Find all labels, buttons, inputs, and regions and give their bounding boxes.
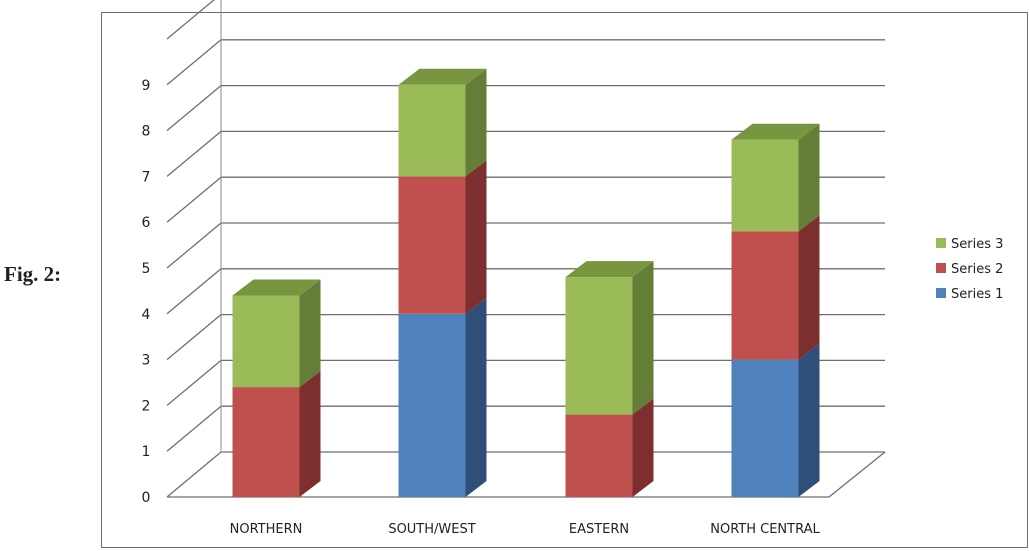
side-gridline-0 — [166, 451, 222, 498]
bar-top-south-west — [398, 68, 487, 85]
y-axis-ticks: 0 1 2 3 4 5 6 7 8 9 — [142, 78, 151, 506]
bar-south-west-series-1 — [398, 313, 466, 497]
legend-swatch-series-1 — [936, 288, 946, 298]
legend-swatch-series-2 — [936, 263, 946, 273]
bar-northern-series-3 — [232, 295, 300, 388]
side-gridline-8 — [166, 85, 222, 132]
bar-side-north-central-series-3 — [798, 123, 820, 232]
y-tick-label-2: 2 — [142, 398, 151, 414]
bar-side-eastern-series-2 — [632, 398, 654, 497]
side-gridline-3 — [166, 314, 222, 361]
side-gridline-5 — [166, 222, 222, 269]
bar-side-north-central-series-1 — [798, 343, 820, 497]
y-tick-label-7: 7 — [142, 169, 151, 185]
y-tick-label-0: 0 — [142, 490, 151, 506]
bar-side-south-west-series-3 — [465, 68, 487, 177]
y-tick-label-5: 5 — [142, 261, 151, 277]
x-category-label-1: SOUTH/WEST — [388, 522, 475, 537]
bar-side-northern-series-3 — [299, 279, 321, 388]
y-tick-label-6: 6 — [142, 215, 151, 231]
bar-side-eastern-series-3 — [632, 261, 654, 415]
y-tick-label-8: 8 — [142, 124, 151, 140]
legend-swatch-series-3 — [936, 238, 946, 248]
bar-top-north-central — [731, 123, 820, 140]
bar-south-west-series-2 — [398, 176, 466, 314]
x-axis-categories: NORTHERN SOUTH/WEST EASTERN NORTH CENTRAL — [230, 522, 821, 537]
bar-north-central-series-1 — [731, 359, 799, 497]
bar-south-west-series-3 — [398, 84, 466, 177]
side-gridline-9 — [166, 39, 222, 86]
legend-label-series-1: Series 1 — [951, 287, 1003, 302]
bar-side-south-west-series-1 — [465, 297, 487, 497]
legend-label-series-3: Series 3 — [951, 237, 1003, 252]
legend: Series 3 Series 2 Series 1 — [936, 237, 1003, 302]
bar-side-south-west-series-2 — [465, 160, 487, 314]
x-category-label-2: EASTERN — [569, 522, 629, 537]
bar-northern-series-2 — [232, 387, 300, 497]
bar-top-northern — [232, 279, 321, 296]
y-tick-label-1: 1 — [142, 444, 151, 460]
side-gridline-7 — [166, 130, 222, 177]
y-tick-label-3: 3 — [142, 353, 151, 369]
bars — [232, 68, 820, 497]
figure-label: Fig. 2: — [4, 262, 62, 286]
x-category-label-3: NORTH CENTRAL — [710, 522, 820, 537]
side-gridline-2 — [166, 359, 222, 406]
side-gridline-10 — [166, 0, 215, 40]
bar-north-central-series-2 — [731, 231, 799, 360]
bar-eastern-series-2 — [565, 414, 633, 497]
side-gridline-6 — [166, 176, 222, 223]
bar-side-north-central-series-2 — [798, 215, 820, 360]
y-tick-label-9: 9 — [142, 78, 151, 94]
x-category-label-0: NORTHERN — [230, 522, 303, 537]
bar-eastern-series-3 — [565, 277, 633, 415]
legend-label-series-2: Series 2 — [951, 262, 1003, 277]
side-gridline-4 — [166, 268, 222, 315]
bar-north-central-series-3 — [731, 139, 799, 232]
y-tick-label-4: 4 — [142, 307, 151, 323]
chart-frame — [101, 12, 1028, 548]
bar-side-northern-series-2 — [299, 371, 321, 497]
side-gridline-1 — [166, 405, 222, 452]
floor-right-edge — [828, 451, 886, 498]
bar-top-eastern — [565, 261, 654, 278]
